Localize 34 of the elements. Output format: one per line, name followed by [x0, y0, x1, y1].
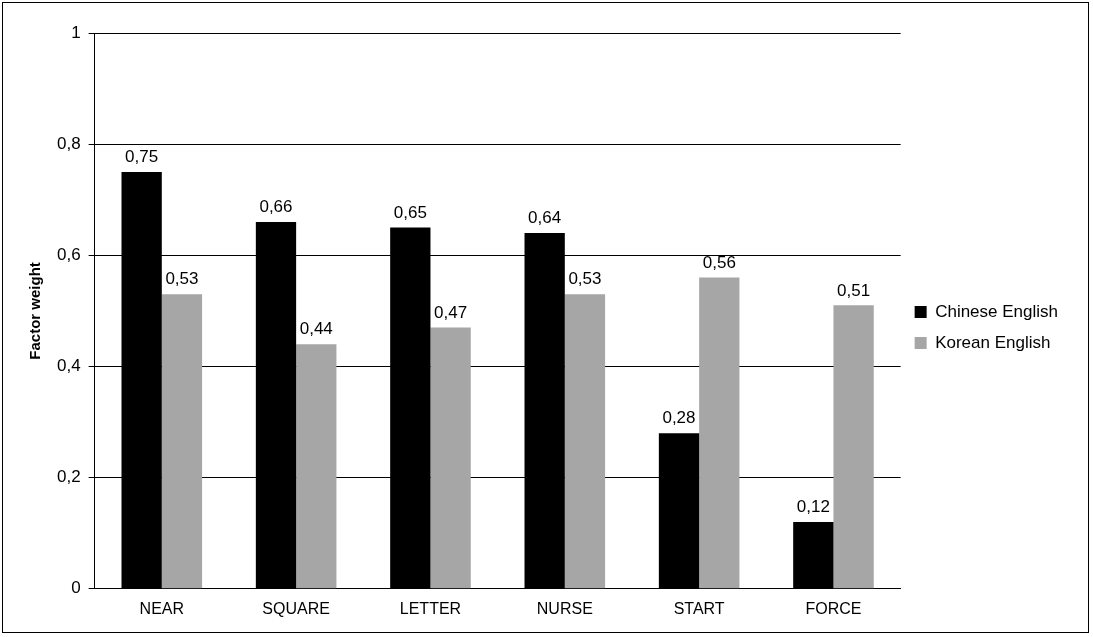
y-axis-title: Factor weight — [26, 262, 44, 360]
data-label: 0,65 — [393, 202, 427, 222]
data-label: 0,75 — [125, 147, 159, 167]
data-label: 0,64 — [528, 208, 562, 228]
y-tick-label: 0,8 — [56, 133, 81, 153]
bar — [833, 305, 874, 589]
data-label: 0,53 — [568, 269, 602, 289]
y-tick-label: 1 — [71, 22, 81, 42]
y-tick-label: 0 — [71, 578, 81, 598]
data-label: 0,47 — [434, 302, 468, 322]
data-label: 0,28 — [662, 408, 696, 428]
bar — [161, 294, 203, 589]
y-tick-label: 0,2 — [56, 467, 81, 487]
data-label: 0,53 — [165, 269, 199, 289]
bar — [699, 277, 740, 589]
data-label: 0,44 — [299, 319, 333, 339]
bar — [296, 344, 337, 589]
x-tick-label: FORCE — [805, 599, 862, 617]
legend-label: Chinese English — [935, 301, 1059, 321]
data-label: 0,66 — [259, 197, 293, 217]
data-label: 0,56 — [702, 252, 736, 272]
y-tick-label: 0,4 — [56, 356, 81, 376]
data-label: 0,12 — [796, 497, 830, 517]
bar — [564, 294, 606, 589]
bar — [430, 327, 471, 589]
bar — [793, 522, 834, 589]
data-label: 0,51 — [837, 280, 871, 300]
y-tick-label: 0,6 — [56, 245, 81, 265]
legend-label: Korean English — [935, 332, 1051, 352]
x-tick-label: NURSE — [536, 599, 593, 617]
x-tick-label: NEAR — [139, 599, 185, 617]
x-tick-label: SQUARE — [262, 599, 330, 617]
x-tick-label: LETTER — [399, 599, 462, 617]
x-tick-label: START — [673, 599, 725, 617]
